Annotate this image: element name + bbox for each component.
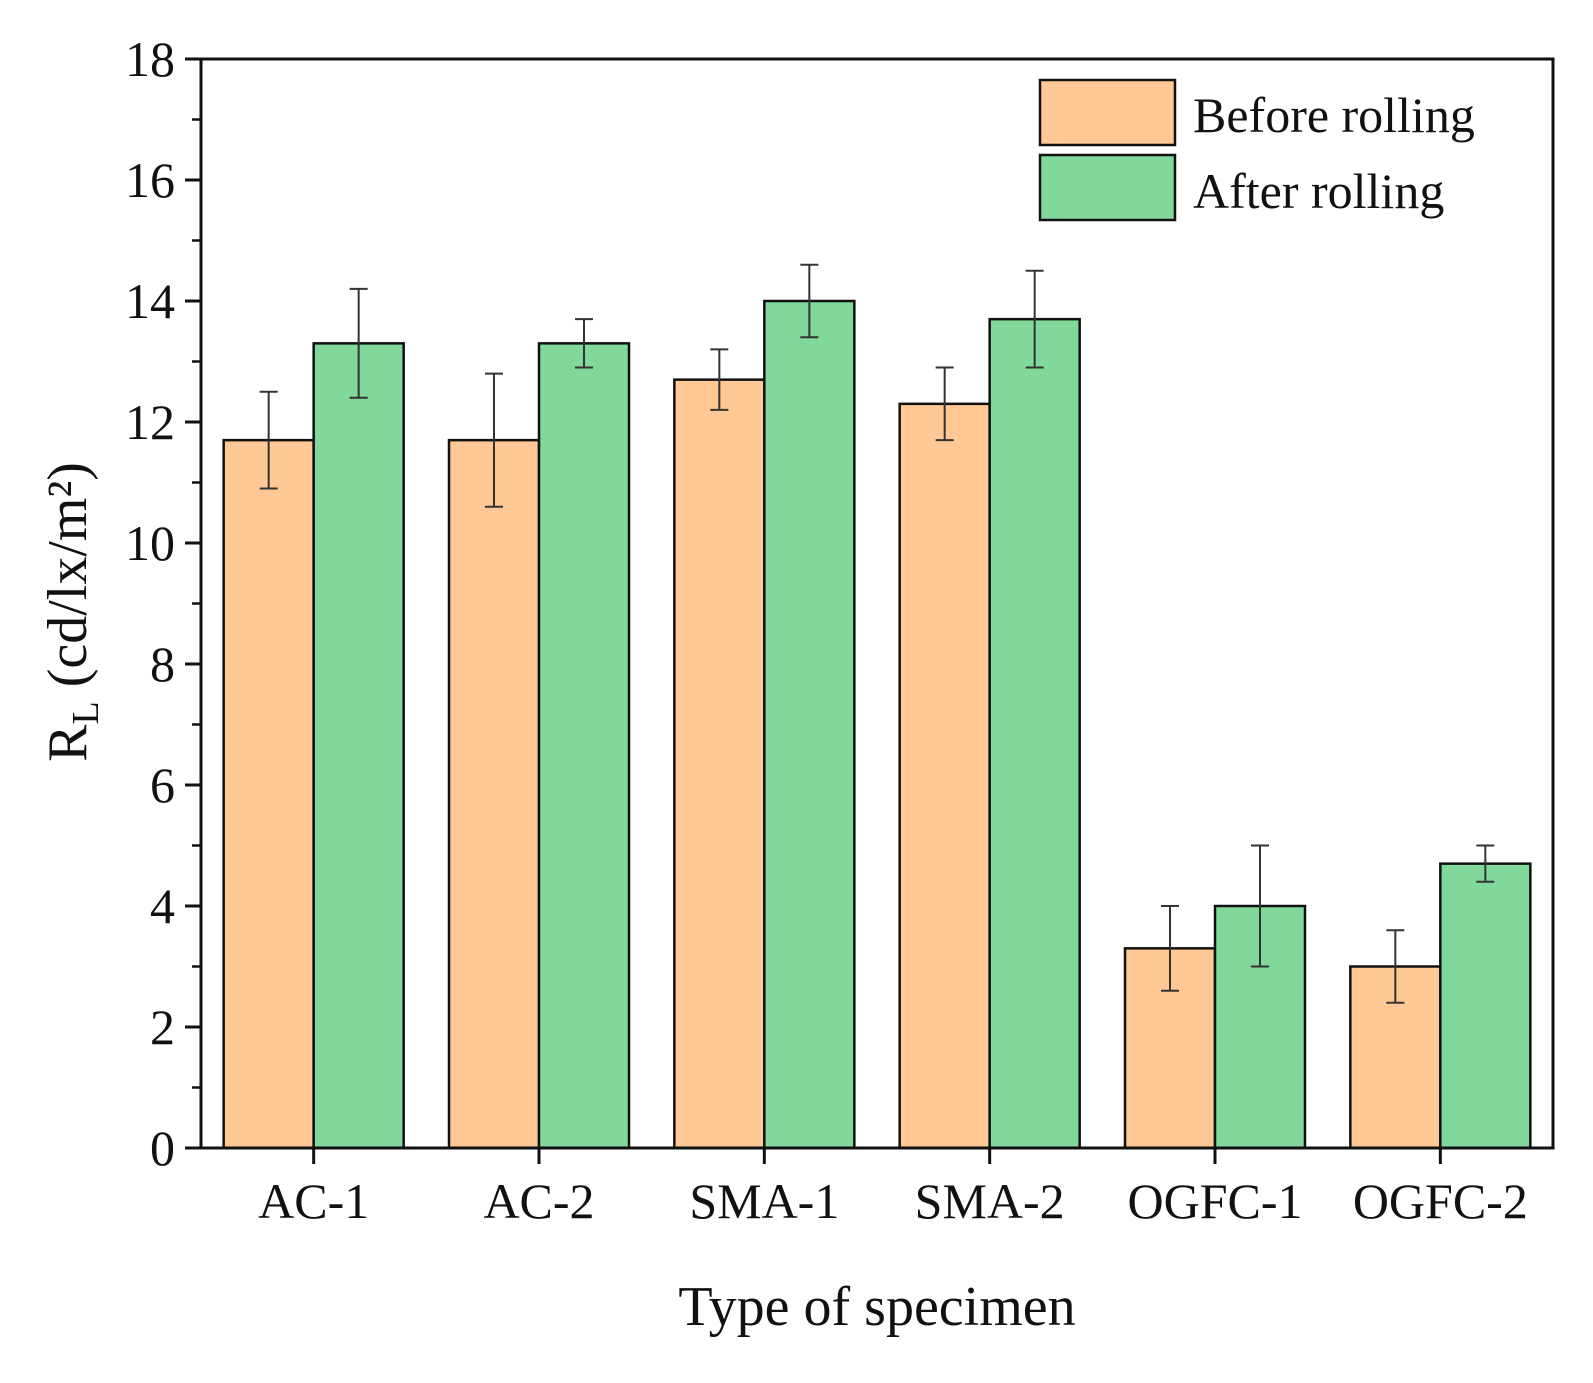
- y-tick-label-6: 6: [150, 757, 175, 813]
- y-axis-title-subscript: L: [65, 701, 107, 724]
- legend-label-before-rolling: Before rolling: [1193, 87, 1475, 143]
- legend-swatch-after-rolling: [1038, 153, 1177, 222]
- bar-before-sma-1: [673, 378, 766, 1150]
- y-tick-label-0: 0: [150, 1120, 175, 1176]
- error-bars-layer: [259, 263, 1495, 1004]
- y-axis-title: RL (cd/lx/m²): [37, 462, 107, 762]
- bar-after-sma-2: [988, 317, 1081, 1150]
- y-tick-label-18: 18: [125, 31, 175, 87]
- bar-after-ac-1: [312, 342, 405, 1150]
- bars-layer: [222, 299, 1532, 1150]
- legend: Before rolling After rolling: [1038, 78, 1475, 222]
- x-axis-title: Type of specimen: [678, 1276, 1075, 1338]
- x-tick-label-ac-1: AC-1: [258, 1173, 369, 1229]
- y-axis-title-unit: (cd/lx/m²): [37, 462, 99, 687]
- y-tick-label-12: 12: [125, 394, 175, 450]
- y-axis-title-main: R: [37, 724, 99, 762]
- x-axis: AC-1 AC-2 SMA-1 SMA-2 OGFC-1 OGFC-2: [258, 1148, 1528, 1229]
- y-tick-label-16: 16: [125, 152, 175, 208]
- y-tick-label-4: 4: [150, 878, 175, 934]
- legend-swatch-before-rolling: [1038, 78, 1177, 147]
- bar-before-sma-2: [898, 402, 991, 1150]
- y-tick-label-10: 10: [125, 515, 175, 571]
- y-axis: 0 2 4 6 8 10 12 14 16 18: [125, 31, 201, 1176]
- bar-before-ac-1: [222, 438, 315, 1150]
- x-tick-label-sma-1: SMA-1: [689, 1173, 839, 1229]
- x-tick-label-sma-2: SMA-2: [915, 1173, 1065, 1229]
- y-tick-label-8: 8: [150, 636, 175, 692]
- x-tick-label-ac-2: AC-2: [483, 1173, 594, 1229]
- y-tick-label-2: 2: [150, 999, 175, 1055]
- bar-after-ogfc-2: [1439, 862, 1532, 1150]
- bar-after-sma-1: [763, 299, 856, 1150]
- bar-after-ac-2: [537, 342, 631, 1150]
- x-tick-label-ogfc-2: OGFC-2: [1353, 1173, 1528, 1229]
- bar-before-ac-2: [447, 438, 541, 1150]
- legend-label-after-rolling: After rolling: [1193, 163, 1444, 219]
- y-tick-label-14: 14: [125, 273, 175, 329]
- x-tick-label-ogfc-1: OGFC-1: [1127, 1173, 1302, 1229]
